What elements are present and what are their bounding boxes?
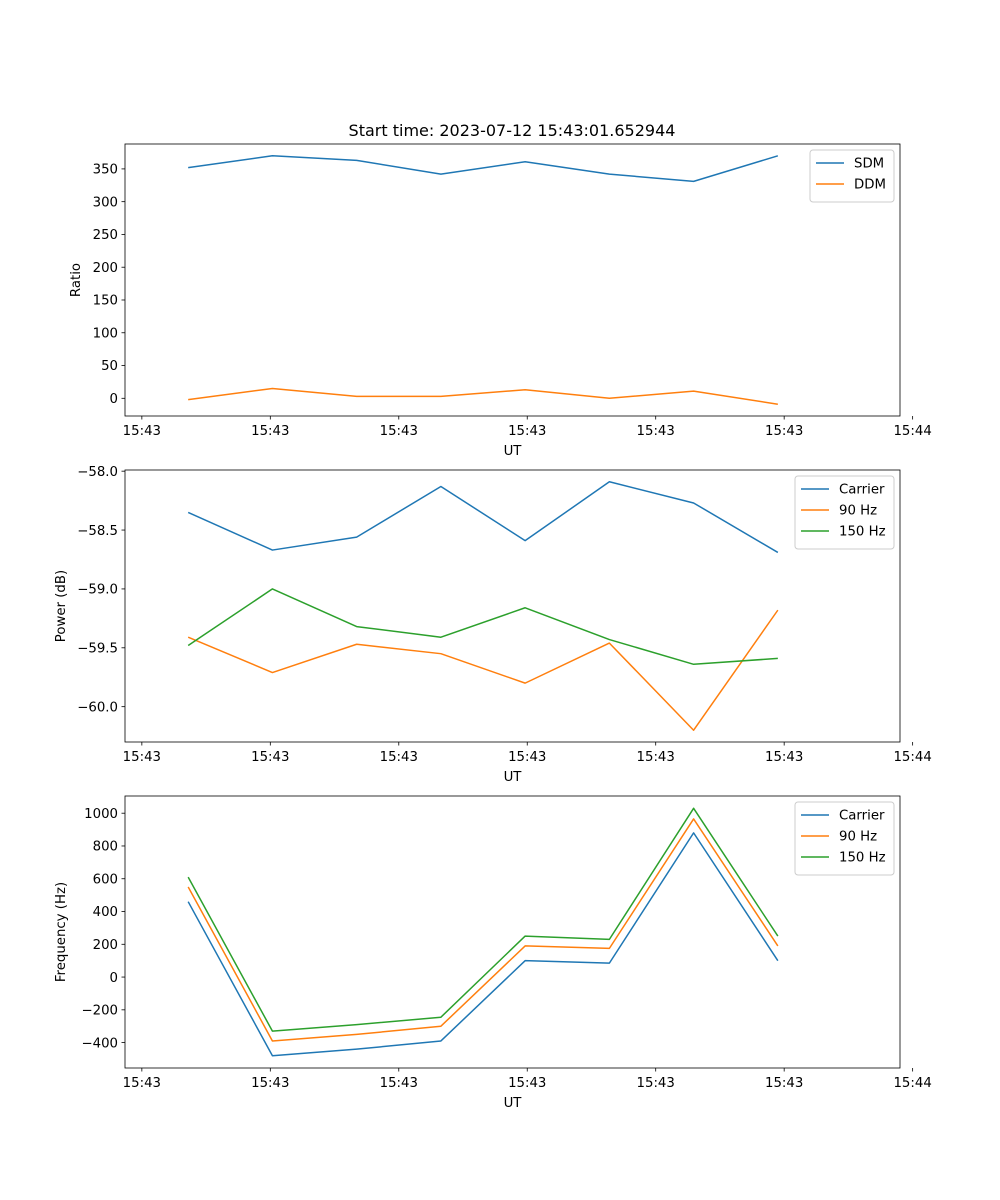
x-tick-label: 15:43 — [637, 750, 675, 765]
x-tick-label: 15:43 — [123, 424, 161, 439]
series-line-150-hz — [187, 588, 778, 666]
series-line-carrier — [187, 481, 779, 554]
y-axis-label: Frequency (Hz) — [54, 882, 69, 982]
y-tick-label: 200 — [93, 938, 118, 953]
plots: 15:43 15:43 15:43 15:43 15:43 15:43 15:44 0 50 10… — [54, 143, 932, 1111]
x-tick-label: 15:44 — [893, 424, 931, 439]
y-tick-label: 400 — [93, 905, 118, 920]
series-line-ddm — [188, 387, 778, 405]
y-tick-label: 0 — [110, 392, 118, 407]
legend: SDM DDM — [809, 149, 895, 203]
y-tick-label: 300 — [93, 195, 118, 210]
x-tick-label: 15:43 — [380, 750, 418, 765]
x-axis-label: UT — [504, 444, 523, 459]
y-tick-label: 200 — [93, 261, 118, 276]
y-tick-label: −58.0 — [77, 465, 118, 480]
x-tick-label: 15:43 — [123, 750, 161, 765]
x-tick-label: 15:43 — [380, 424, 418, 439]
series-line-sdm — [188, 155, 779, 183]
plot-panel-3: 15:43 15:43 15:43 15:43 15:43 15:43 15:44 −400 −… — [54, 795, 932, 1111]
legend-label: 90 Hz — [839, 830, 877, 845]
y-tick-label: 0 — [110, 971, 118, 986]
series-line-150-hz — [187, 807, 779, 1032]
legend-label: Carrier — [839, 809, 885, 824]
y-tick-label: 50 — [101, 359, 118, 374]
axes-frame — [124, 795, 901, 1069]
x-tick-label: 15:43 — [251, 424, 289, 439]
legend-label: SDM — [854, 157, 884, 172]
y-axis-label: Ratio — [69, 263, 84, 297]
figure-title: Start time: 2023-07-12 15:43:01.652944 — [349, 121, 676, 140]
y-tick-label: −200 — [81, 1004, 118, 1019]
x-tick-label: 15:43 — [251, 750, 289, 765]
x-axis-label: UT — [504, 1096, 523, 1111]
y-tick-label: −60.0 — [77, 700, 118, 715]
series-line-90-hz — [187, 818, 779, 1042]
x-axis-label: UT — [504, 770, 523, 785]
legend-label: Carrier — [839, 483, 885, 498]
x-tick-label: 15:43 — [637, 1076, 675, 1091]
x-tick-label: 15:43 — [765, 1076, 803, 1091]
y-tick-label: 250 — [93, 228, 118, 243]
y-tick-label: 100 — [93, 326, 118, 341]
y-tick-label: 600 — [93, 872, 118, 887]
x-tick-label: 15:43 — [251, 1076, 289, 1091]
x-tick-label: 15:43 — [380, 1076, 418, 1091]
plot-panel-2: 15:43 15:43 15:43 15:43 15:43 15:43 15:44 −60.0… — [54, 465, 932, 785]
legend: Carrier 90 Hz 150 Hz — [794, 801, 895, 876]
axes-frame — [124, 143, 901, 417]
x-tick-label: 15:44 — [893, 1076, 931, 1091]
series-line-90-hz — [187, 609, 779, 731]
plot-panel-1: 15:43 15:43 15:43 15:43 15:43 15:43 15:44 0 50 10… — [69, 143, 932, 459]
y-tick-label: −59.5 — [77, 642, 118, 657]
legend-label: 150 Hz — [839, 525, 886, 540]
y-tick-label: 1000 — [84, 807, 118, 822]
x-tick-label: 15:43 — [508, 1076, 546, 1091]
y-tick-label: −58.5 — [77, 524, 118, 539]
x-tick-label: 15:43 — [765, 750, 803, 765]
x-tick-label: 15:44 — [893, 750, 931, 765]
legend: Carrier 90 Hz 150 Hz — [794, 475, 895, 550]
y-tick-label: −400 — [81, 1036, 118, 1051]
y-tick-label: 150 — [93, 294, 118, 309]
y-axis-label: Power (dB) — [54, 570, 69, 642]
x-tick-label: 15:43 — [508, 424, 546, 439]
x-tick-label: 15:43 — [765, 424, 803, 439]
x-tick-label: 15:43 — [637, 424, 675, 439]
x-tick-label: 15:43 — [508, 750, 546, 765]
y-tick-label: −59.0 — [77, 583, 118, 598]
y-tick-label: 800 — [93, 840, 118, 855]
series-line-carrier — [187, 832, 779, 1057]
axes-frame — [124, 469, 901, 743]
legend-label: 150 Hz — [839, 851, 886, 866]
y-tick-label: 350 — [93, 163, 118, 178]
legend-label: 90 Hz — [839, 504, 877, 519]
legend-label: DDM — [854, 178, 886, 193]
x-tick-label: 15:43 — [123, 1076, 161, 1091]
